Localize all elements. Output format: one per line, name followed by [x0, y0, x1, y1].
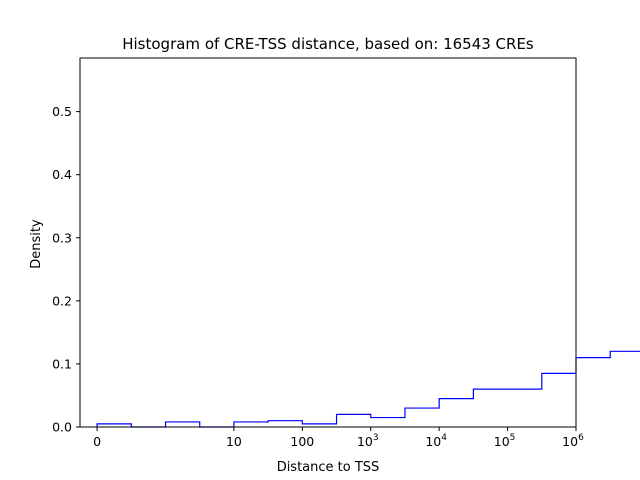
- x-axis: 0 10 100 103 104 105 106: [93, 427, 584, 449]
- x-tick-label: 0: [93, 434, 101, 449]
- y-tick-label: 0.3: [52, 230, 72, 245]
- histogram-step-line: [96, 350, 640, 428]
- y-tick-label: 0.1: [52, 356, 72, 371]
- x-tick-label: 100: [290, 434, 314, 449]
- y-tick-label: 0.0: [52, 420, 72, 435]
- y-tick-label: 0.4: [52, 167, 72, 182]
- x-tick-label: 103: [357, 433, 379, 449]
- y-axis-label: Density: [29, 219, 44, 269]
- y-tick-label: 0.5: [52, 104, 72, 119]
- x-tick-label: 104: [425, 433, 447, 449]
- x-tick-label: 105: [494, 433, 516, 449]
- x-tick-label: 10: [226, 434, 242, 449]
- chart-title: Histogram of CRE-TSS distance, based on:…: [122, 35, 534, 53]
- y-tick-label: 0.2: [52, 293, 72, 308]
- x-tick-label: 106: [562, 433, 584, 449]
- y-axis: 0.0 0.1 0.2 0.3 0.4 0.5: [52, 104, 80, 435]
- plot-frame: [79, 57, 577, 428]
- x-axis-label: Distance to TSS: [277, 460, 380, 475]
